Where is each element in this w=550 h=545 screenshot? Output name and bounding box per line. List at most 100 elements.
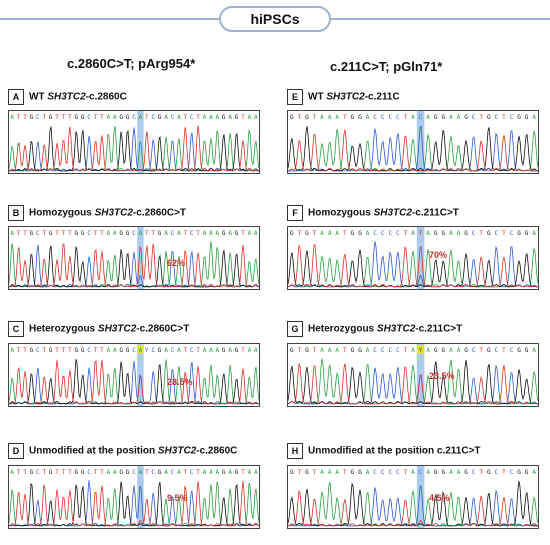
base-call: C <box>396 230 400 237</box>
base-call: T <box>343 469 347 476</box>
base-call: A <box>328 114 332 121</box>
base-call: A <box>164 114 168 121</box>
base-call: T <box>100 469 104 476</box>
base-call: C <box>381 347 385 354</box>
base-call: C <box>373 347 377 354</box>
base-call: C <box>388 347 392 354</box>
panel-letter: G <box>287 321 303 337</box>
base-call: G <box>441 230 445 237</box>
base-call: T <box>298 114 302 121</box>
base-call: A <box>203 469 207 476</box>
base-call: G <box>158 347 162 354</box>
percent-label: 4.5% <box>429 493 450 503</box>
base-call: C <box>373 230 377 237</box>
base-call: A <box>426 469 430 476</box>
base-call: G <box>358 114 362 121</box>
base-call: C <box>132 347 136 354</box>
base-call: G <box>517 230 521 237</box>
base-call: G <box>126 230 130 237</box>
base-call: A <box>366 347 370 354</box>
base-call: A <box>248 347 252 354</box>
base-call: A <box>107 230 111 237</box>
base-call: T <box>62 230 66 237</box>
base-call: G <box>358 469 362 476</box>
base-call: C <box>419 469 423 476</box>
base-call: C <box>396 347 400 354</box>
base-call: T <box>343 114 347 121</box>
left-column-heading: c.2860C>T; pArg954* <box>67 56 196 71</box>
base-call: A <box>177 347 181 354</box>
base-call: C <box>381 114 385 121</box>
base-call: T <box>298 469 302 476</box>
base-call: A <box>335 469 339 476</box>
base-call: G <box>525 230 529 237</box>
base-call: G <box>81 114 85 121</box>
base-call: A <box>254 347 258 354</box>
gene-name: SH3TC2 <box>373 207 412 219</box>
base-call: T <box>479 230 483 237</box>
panel-a-label: A WT SH3TC2-c.2860C <box>8 89 127 105</box>
trace-t <box>288 244 538 288</box>
panel-b-label: B Homozygous SH3TC2-c.2860C>T <box>8 205 186 221</box>
base-call: G <box>222 469 226 476</box>
base-call: G <box>235 347 239 354</box>
mutation-highlight <box>137 466 144 528</box>
base-call: G <box>119 230 123 237</box>
base-call: G <box>158 469 162 476</box>
base-call: A <box>248 469 252 476</box>
base-call: G <box>235 469 239 476</box>
base-call: C <box>388 114 392 121</box>
base-call: A <box>449 230 453 237</box>
base-call: G <box>222 230 226 237</box>
base-call: G <box>358 230 362 237</box>
trace-g <box>9 481 259 527</box>
base-call: G <box>434 469 438 476</box>
base-call: A <box>215 114 219 121</box>
base-call: G <box>358 347 362 354</box>
base-call: T <box>343 230 347 237</box>
base-call: T <box>183 347 187 354</box>
base-call: C <box>494 230 498 237</box>
base-call: A <box>254 230 258 237</box>
base-call: C <box>132 114 136 121</box>
base-call: T <box>17 469 21 476</box>
base-call: C <box>510 469 514 476</box>
base-call: A <box>457 469 461 476</box>
base-call: T <box>479 469 483 476</box>
base-call: G <box>126 114 130 121</box>
base-call: A <box>10 347 14 354</box>
base-call: A <box>164 230 168 237</box>
base-call: T <box>313 230 317 237</box>
base-call: G <box>119 347 123 354</box>
base-call: C <box>373 469 377 476</box>
base-call: A <box>411 347 415 354</box>
mutation-highlight <box>416 466 425 528</box>
trace-t <box>288 362 538 405</box>
base-call: G <box>290 230 294 237</box>
base-call: G <box>158 230 162 237</box>
label-suffix: -c.211C <box>364 91 400 103</box>
base-call: G <box>74 469 78 476</box>
label-suffix: -c.211C>T <box>411 207 459 219</box>
base-call: A <box>411 230 415 237</box>
base-call: T <box>183 230 187 237</box>
trace-a <box>288 248 538 288</box>
base-call: C <box>171 114 175 121</box>
panel-letter: A <box>8 89 24 105</box>
base-call: G <box>126 469 130 476</box>
base-call: A <box>320 114 324 121</box>
base-call: T <box>298 347 302 354</box>
trace-t <box>9 359 259 405</box>
base-call: A <box>532 114 536 121</box>
base-call: G <box>464 347 468 354</box>
base-call: C <box>87 114 91 121</box>
base-call: T <box>502 230 506 237</box>
label-suffix: -c.2860C <box>196 445 238 457</box>
ambiguous-base-box <box>416 345 425 354</box>
